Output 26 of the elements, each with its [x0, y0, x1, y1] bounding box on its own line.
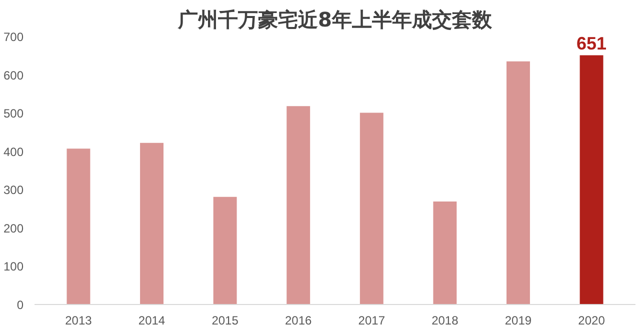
bar [506, 61, 530, 304]
bar [580, 55, 604, 304]
bar [66, 148, 90, 304]
data-label: 651 [576, 33, 607, 54]
y-tick-label: 200 [3, 221, 24, 236]
x-tick-label: 2018 [432, 314, 459, 327]
bar [213, 196, 237, 304]
bar [433, 202, 457, 304]
y-tick-label: 400 [3, 144, 24, 159]
x-tick-label: 2015 [212, 314, 239, 327]
y-tick-label: 300 [3, 183, 24, 198]
y-tick-label: 100 [3, 260, 24, 274]
bar [286, 106, 310, 304]
y-tick-label: 700 [3, 30, 24, 44]
x-tick-label: 2019 [504, 314, 532, 327]
x-tick-label: 2020 [578, 314, 606, 327]
x-tick-label: 2016 [285, 314, 312, 327]
x-tick-label: 2017 [358, 314, 386, 327]
x-tick-label: 2014 [138, 314, 166, 327]
y-tick-label: 500 [3, 106, 24, 121]
y-tick-label: 600 [3, 68, 24, 82]
bar [360, 112, 384, 304]
x-tick-label: 2013 [65, 314, 92, 327]
bar [140, 142, 164, 304]
y-tick-label: 0 [16, 298, 24, 312]
chart-title: 广州千万豪宅近8年上半年成交套数 [177, 8, 493, 32]
